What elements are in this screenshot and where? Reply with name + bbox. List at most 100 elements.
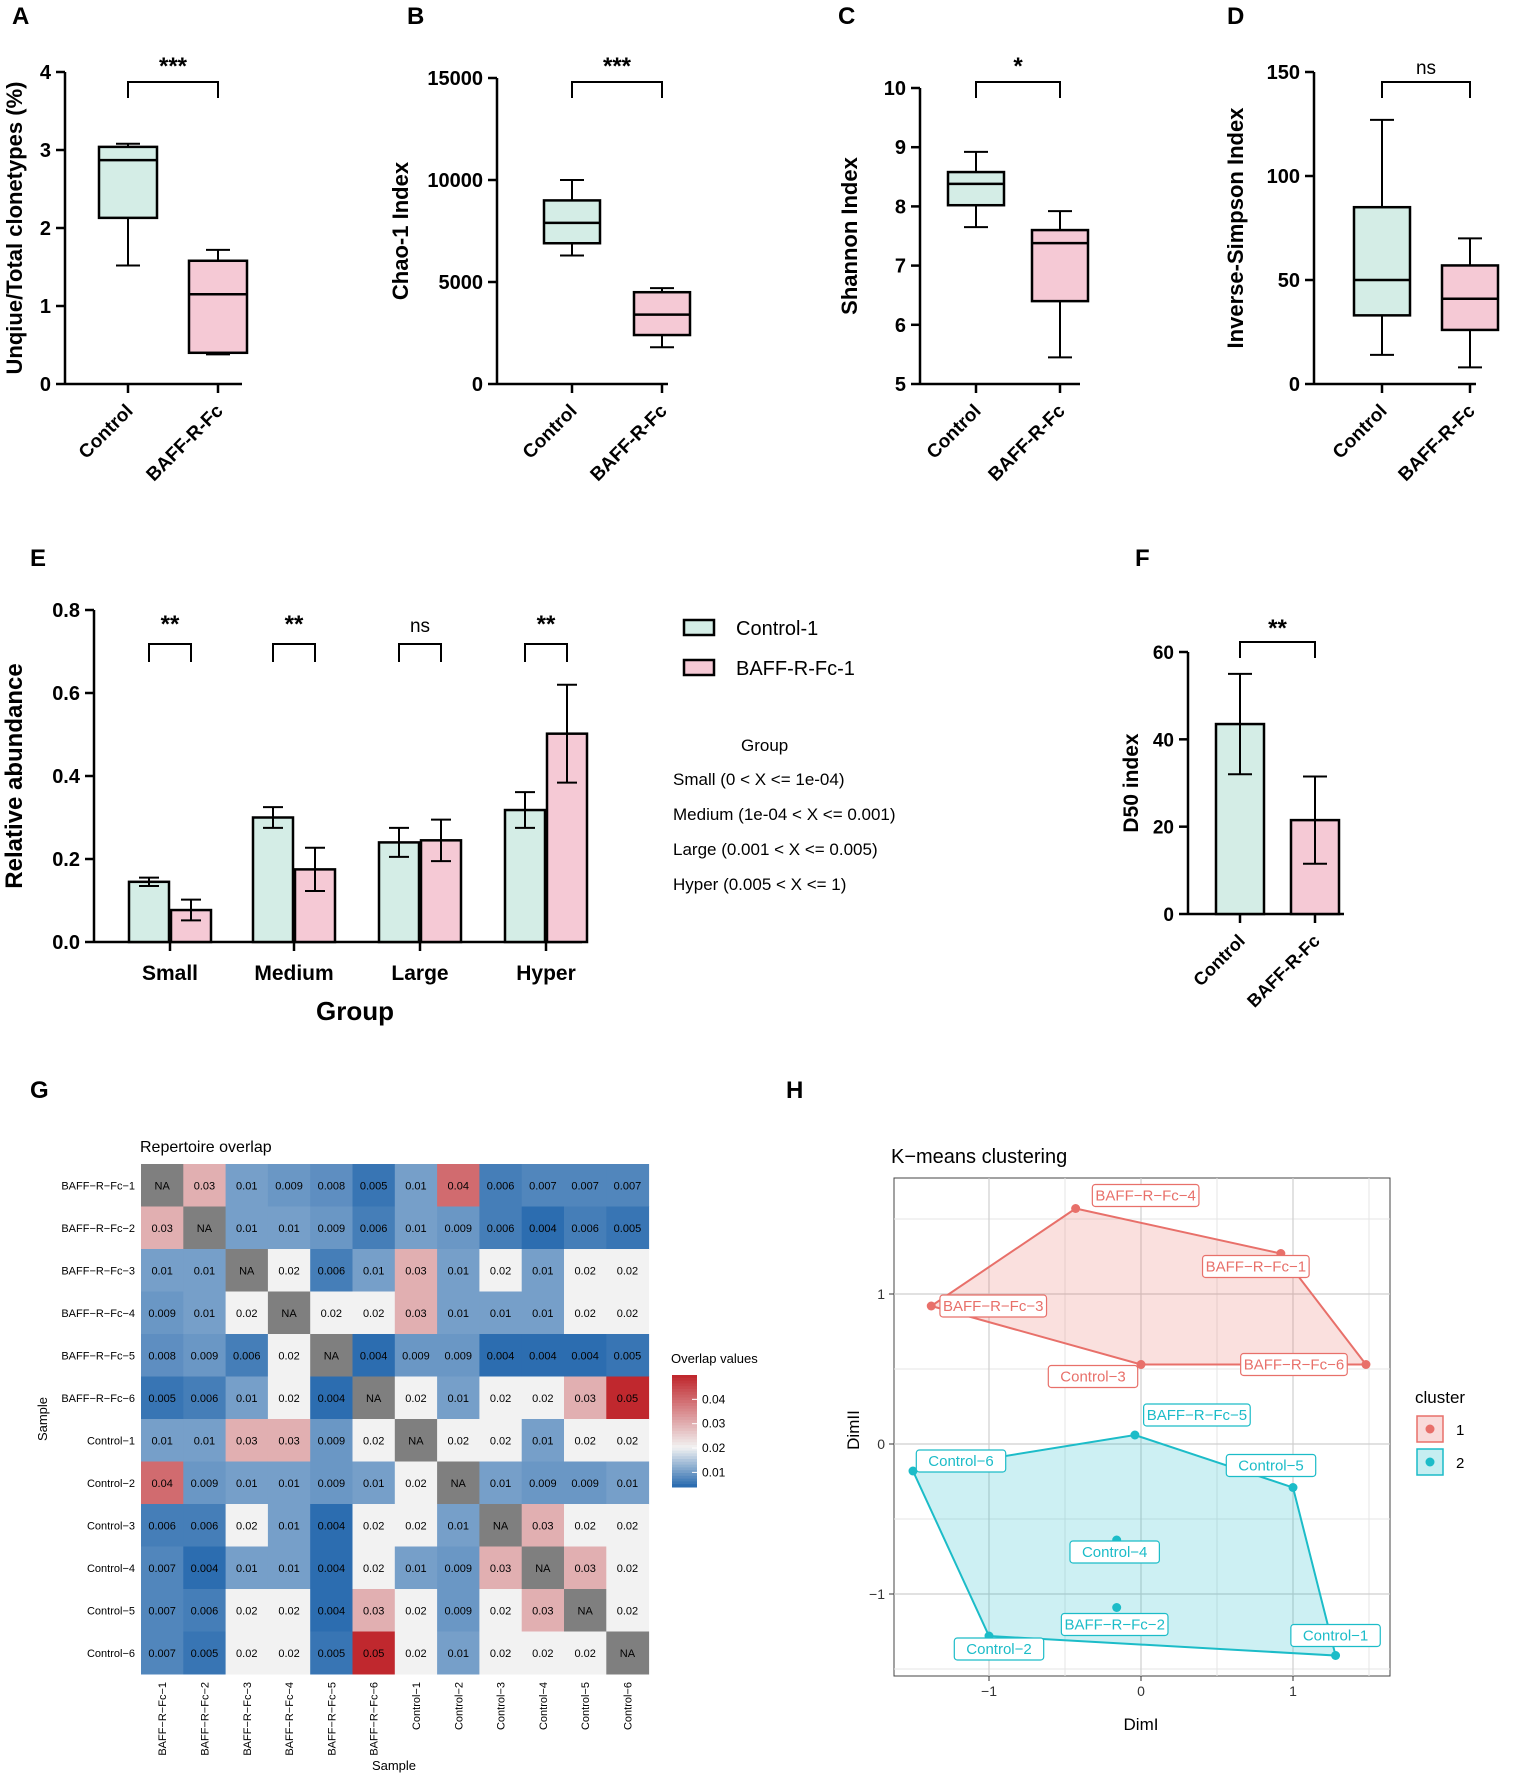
legend-label: 2 xyxy=(1456,1455,1464,1472)
heatmap-cell-value: 0.007 xyxy=(148,1563,176,1575)
heatmap-cell-value: 0.005 xyxy=(614,1350,642,1362)
heatmap-cell-value: 0.03 xyxy=(278,1435,299,1447)
box xyxy=(187,259,249,355)
heatmap-cell xyxy=(352,1546,396,1590)
row-label: Control−2 xyxy=(87,1478,135,1490)
heatmap-cell-value: 0.02 xyxy=(574,1648,595,1660)
heatmap-cell-value: 0.05 xyxy=(617,1393,638,1405)
colorbar-segment xyxy=(672,1439,697,1443)
point-label-box xyxy=(1047,1364,1139,1389)
heatmap-cell xyxy=(352,1164,396,1207)
heatmap-cell xyxy=(352,1334,396,1377)
point-label-box xyxy=(939,1294,1048,1318)
y-tick-label: 0.6 xyxy=(52,683,80,705)
y-axis-label: Relative abundance xyxy=(1,663,28,888)
heatmap-cell-value: 0.02 xyxy=(617,1520,638,1532)
point-label-box xyxy=(1069,1540,1160,1564)
heatmap-cell xyxy=(267,1376,311,1420)
y-tick-label: 0.4 xyxy=(52,766,81,788)
heatmap-cell-value: 0.01 xyxy=(363,1265,384,1277)
heatmap-cell-value: 0.02 xyxy=(490,1648,511,1660)
heatmap-cell-value: 0.02 xyxy=(490,1605,511,1617)
heatmap-cell-value: 0.005 xyxy=(148,1393,176,1405)
point-label: Control−6 xyxy=(928,1453,993,1470)
heatmap-cell-value: 0.004 xyxy=(571,1350,599,1362)
heatmap-cell-value: 0.01 xyxy=(151,1435,172,1447)
significance-bracket xyxy=(571,81,663,98)
legend-swatch xyxy=(682,658,716,677)
colorbar-segment xyxy=(672,1380,697,1384)
row-label: BAFF−R−Fc−4 xyxy=(61,1308,135,1320)
y-tick-label: 10000 xyxy=(427,170,483,192)
y-tick-label: 0 xyxy=(1289,374,1300,396)
significance-bracket xyxy=(1239,641,1316,658)
heatmap-cell-value: 0.009 xyxy=(191,1478,219,1490)
heatmap-cell-value: 0.005 xyxy=(318,1648,346,1660)
y-tick-label: 1 xyxy=(40,296,51,318)
heatmap-cell-value: 0.006 xyxy=(487,1223,515,1235)
x-tick-label: BAFF-R-Fc xyxy=(587,400,672,485)
heatmap-cell-value: 0.004 xyxy=(318,1393,346,1405)
heatmap-cell-value: 0.01 xyxy=(490,1478,511,1490)
colorbar-segment xyxy=(672,1377,697,1382)
point-label: Control−4 xyxy=(1082,1544,1147,1561)
point-label: BAFF−R−Fc−5 xyxy=(1147,1407,1247,1424)
x-tick-label: BAFF-R-Fc xyxy=(1395,400,1480,485)
heatmap-cell xyxy=(267,1504,311,1547)
heatmap-cell-value: NA xyxy=(366,1393,382,1405)
heatmap-cell-value: NA xyxy=(324,1350,340,1362)
heatmap-cell-value: 0.01 xyxy=(278,1223,299,1235)
heatmap-cell xyxy=(564,1164,607,1207)
heatmap-cell xyxy=(394,1291,438,1335)
heatmap-cell-value: 0.006 xyxy=(191,1520,219,1532)
colorbar-segment xyxy=(672,1473,697,1477)
heatmap-cell xyxy=(479,1631,523,1675)
heatmap-cell xyxy=(394,1504,438,1547)
point-label-box xyxy=(1143,1403,1251,1427)
colorbar-segment xyxy=(672,1411,697,1415)
colorbar-segment xyxy=(672,1467,697,1471)
colorbar-segment xyxy=(672,1425,697,1429)
heatmap-cell xyxy=(310,1546,353,1590)
heatmap-cell-value: 0.02 xyxy=(405,1605,426,1617)
heatmap-cell-value: 0.02 xyxy=(574,1435,595,1447)
group-legend-item: Medium (1e-04 < X <= 0.001) xyxy=(673,805,896,824)
heatmap-cell xyxy=(183,1461,227,1505)
heatmap-cell xyxy=(352,1206,396,1250)
point-label: BAFF−R−Fc−2 xyxy=(1064,1617,1164,1634)
heatmap-cell xyxy=(225,1164,269,1207)
y-tick-label: 8 xyxy=(895,196,906,218)
colorbar-segment xyxy=(672,1484,697,1488)
heatmap-cell-value: 0.02 xyxy=(532,1648,553,1660)
heatmap-cell-value: 0.03 xyxy=(574,1563,595,1575)
heatmap-cell xyxy=(564,1291,607,1335)
heatmap-cell xyxy=(606,1461,650,1505)
heatmap-cell-value: 0.02 xyxy=(532,1393,553,1405)
heatmap-cell-value: 0.02 xyxy=(617,1265,638,1277)
heatmap-cell-value: 0.03 xyxy=(236,1435,257,1447)
heatmap-cell-value: 0.03 xyxy=(405,1308,426,1320)
x-tick-label: Control xyxy=(923,401,986,464)
heatmap-cell xyxy=(606,1291,650,1335)
column-label: Control−5 xyxy=(580,1682,592,1730)
point-label: BAFF−R−Fc−6 xyxy=(1244,1357,1344,1374)
significance-label: ns xyxy=(1416,58,1436,79)
heatmap-cell xyxy=(394,1206,438,1250)
heatmap-cell-value: 0.02 xyxy=(236,1308,257,1320)
heatmap-cell xyxy=(225,1334,269,1377)
colorbar-segment xyxy=(672,1481,697,1485)
point-label-box xyxy=(1225,1453,1317,1478)
cluster-point xyxy=(1130,1430,1140,1440)
heatmap-cell-value: 0.004 xyxy=(318,1520,346,1532)
colorbar-segment xyxy=(672,1397,697,1401)
colorbar-tick-label: 0.03 xyxy=(702,1417,726,1431)
heatmap-cell-value: 0.004 xyxy=(318,1563,346,1575)
significance-label: ** xyxy=(285,611,304,638)
heatmap-cell xyxy=(521,1249,565,1292)
colorbar-segment xyxy=(672,1405,697,1410)
significance-label: ** xyxy=(161,611,180,638)
heatmap-cell xyxy=(437,1631,480,1675)
column-label: Control−6 xyxy=(622,1682,634,1730)
colorbar-segment xyxy=(672,1470,697,1474)
panel-letter: F xyxy=(1135,545,1150,572)
